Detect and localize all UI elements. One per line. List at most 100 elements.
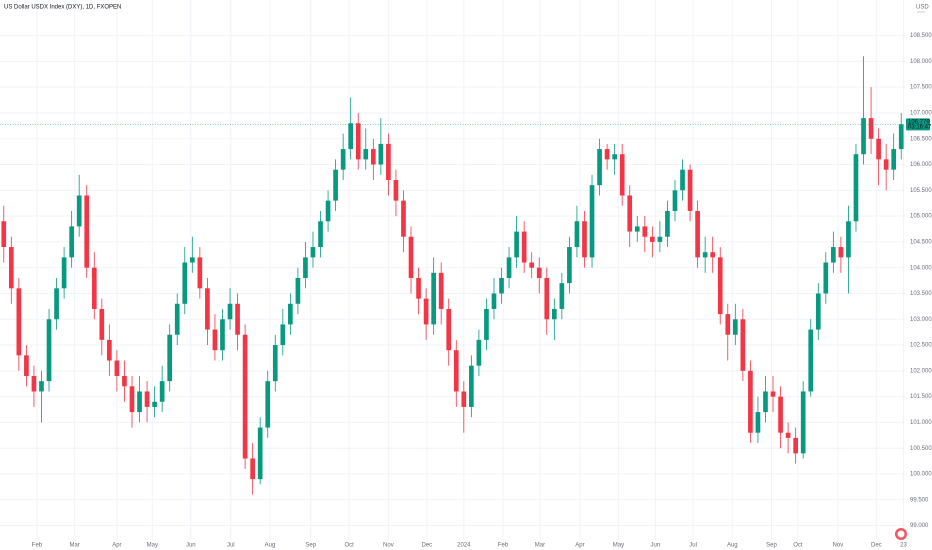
candle-body (815, 293, 821, 330)
candle-body (650, 236, 655, 242)
candle-body (310, 247, 316, 258)
y-tick-label: 101.500 (910, 394, 932, 400)
candle-body (619, 154, 625, 196)
candle-body (695, 210, 700, 258)
last-price-box (906, 118, 930, 131)
candle-body (680, 169, 685, 191)
candle-body (665, 210, 670, 237)
x-tick-label: Jul (227, 543, 235, 549)
candle-body (235, 303, 240, 335)
x-tick-label: 2024 (457, 543, 471, 549)
candle-body (144, 391, 150, 407)
x-tick-label: Nov (383, 543, 394, 549)
x-tick-label: Feb (498, 543, 509, 549)
y-tick-label: 106.500 (910, 136, 932, 142)
candle-body (152, 401, 157, 407)
y-tick-label: 103.500 (910, 291, 932, 297)
x-tick-label: Mar (535, 543, 545, 549)
candle-body (24, 355, 29, 376)
candle-body (288, 303, 293, 325)
x-tick-label: Oct (793, 543, 803, 549)
candle-body (544, 277, 550, 320)
candle-body (506, 257, 512, 278)
candle-body (325, 200, 331, 222)
candle-body (182, 262, 188, 304)
x-tick-label: Apr (112, 543, 121, 549)
x-tick-label: Sep (305, 543, 316, 549)
grid (0, 0, 905, 540)
y-tick-label: 100.500 (910, 446, 932, 452)
candle-body (808, 329, 814, 392)
candle-body (876, 138, 881, 160)
candle-body (355, 123, 361, 160)
candle-body (831, 247, 836, 263)
x-tick-label: Jul (689, 543, 697, 549)
x-tick-label: Oct (345, 543, 355, 549)
last-price-label: 106.779 (908, 119, 930, 125)
candle-body (868, 118, 874, 139)
candle-body (54, 288, 59, 320)
candle-body (521, 231, 527, 263)
candle-body (250, 458, 255, 480)
candle-body (484, 308, 489, 340)
candle-body (84, 195, 90, 268)
candle-body (717, 257, 723, 315)
y-tick-label: 102.000 (910, 368, 932, 374)
candle-body (514, 231, 519, 258)
candle-body (861, 118, 866, 155)
candle-body (272, 345, 278, 382)
candle-body (853, 154, 859, 222)
candle-body (363, 149, 369, 160)
candle-body (257, 427, 263, 480)
candle-body (883, 159, 889, 170)
candle-body (333, 169, 338, 201)
y-tick-label: 108.500 (910, 33, 932, 39)
candle-body (604, 149, 610, 160)
candle-body (793, 437, 798, 454)
x-tick-label: Jun (186, 543, 196, 549)
candle-body (99, 308, 105, 340)
candle-body (476, 339, 482, 366)
x-tick-label: 23 (900, 543, 907, 549)
candle-body (76, 195, 82, 227)
candle-body (800, 391, 806, 454)
candle-body (416, 277, 421, 299)
y-tick-label: 104.000 (910, 265, 932, 271)
candle-body (242, 334, 248, 459)
candle-body (732, 319, 738, 335)
candle-body (189, 257, 195, 263)
candle-body (529, 262, 535, 268)
y-tick-label: 107.000 (910, 111, 932, 117)
candle-body (687, 169, 693, 211)
candle-body (31, 375, 37, 392)
candle-body (453, 350, 459, 392)
candle-body (1, 221, 7, 248)
y-tick-label: 108.000 (910, 59, 932, 65)
x-tick-label: Apr (575, 543, 584, 549)
candle-body (763, 391, 768, 413)
y-tick-label: 99.000 (910, 523, 929, 529)
candle-body (551, 308, 557, 320)
candle-body (499, 277, 504, 294)
candle-body (589, 185, 595, 258)
candle-body (748, 370, 753, 433)
x-tick-label: Feb (32, 543, 43, 549)
candle-body (122, 375, 127, 387)
candle-body (891, 149, 897, 170)
candle-body (838, 247, 844, 258)
candle-body (348, 123, 354, 150)
x-tick-label: Nov (833, 543, 844, 549)
candle-body (137, 391, 142, 413)
candle-body (461, 391, 467, 407)
candle-body (46, 319, 52, 382)
candle-body (159, 381, 165, 402)
candle-body (91, 267, 97, 309)
candle-body (197, 257, 203, 289)
candle-body (167, 334, 173, 382)
x-tick-label: Mar (69, 543, 79, 549)
candle-body (785, 432, 791, 438)
chart-title: US Dollar USDX Index (DXY), 1D, FXOPEN (4, 5, 121, 11)
candle-body (212, 329, 218, 351)
logo (895, 528, 907, 540)
